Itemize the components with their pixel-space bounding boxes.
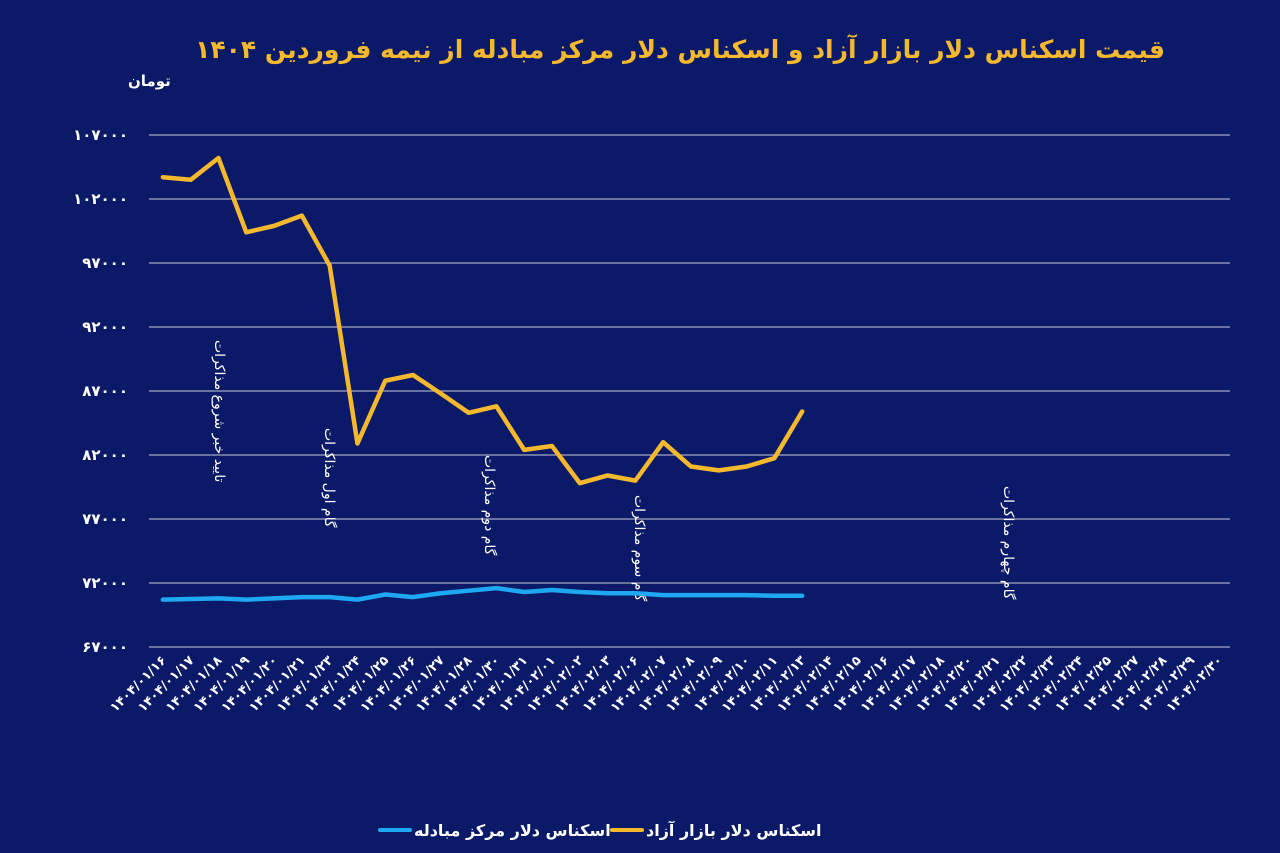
annotation: گام چهارم مذاکرات bbox=[1000, 486, 1017, 600]
y-tick-label: ۹۲۰۰۰ bbox=[82, 318, 128, 336]
legend-label: اسکناس دلار بازار آزاد bbox=[646, 820, 822, 840]
annotation: گام سوم مذاکرات bbox=[631, 495, 648, 602]
y-tick-label: ۶۷۰۰۰ bbox=[82, 638, 128, 656]
y-tick-label: ۸۲۰۰۰ bbox=[82, 446, 128, 464]
y-tick-label: ۷۲۰۰۰ bbox=[82, 574, 128, 592]
y-tick-label: ۷۷۰۰۰ bbox=[82, 510, 128, 528]
chart-title: قیمت اسکناس دلار بازار آزاد و اسکناس دلا… bbox=[195, 34, 1165, 65]
annotation: تایید خبر شروع مذاکرات bbox=[211, 340, 227, 482]
series-line bbox=[160, 155, 805, 486]
y-tick-label: ۹۷۰۰۰ bbox=[82, 254, 128, 272]
legend-label: اسکناس دلار مرکز مبادله bbox=[414, 821, 611, 840]
y-tick-label: ۸۷۰۰۰ bbox=[82, 382, 128, 400]
y-axis-label: تومان bbox=[128, 72, 171, 90]
series-line bbox=[160, 585, 805, 602]
y-tick-label: ۱۰۲۰۰۰ bbox=[73, 190, 128, 208]
annotation: گام دوم مذاکرات bbox=[481, 455, 498, 556]
y-tick-label: ۱۰۷۰۰۰ bbox=[73, 126, 128, 144]
annotation: گام اول مذاکرات bbox=[321, 428, 338, 528]
